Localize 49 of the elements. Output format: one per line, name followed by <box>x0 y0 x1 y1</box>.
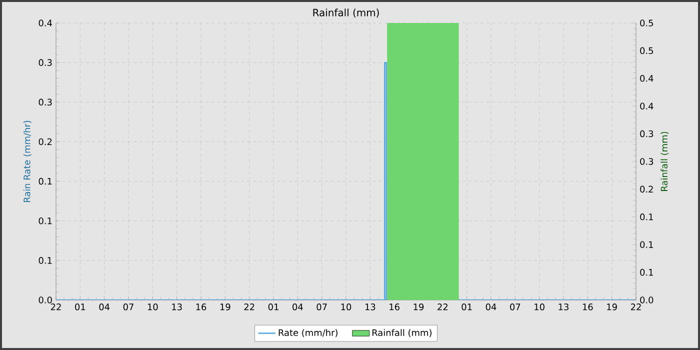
x-tick-label: 10 <box>341 304 352 310</box>
y2-tick-label: 0.2 <box>640 186 653 193</box>
y-tick-label: 0.1 <box>38 178 52 185</box>
x-tick-label: 13 <box>558 304 568 310</box>
x-tick-label: 22 <box>630 304 641 310</box>
x-tick-label: 13 <box>172 304 182 310</box>
x-tick-label: 04 <box>99 304 110 310</box>
y2-tick-label: 0.5 <box>640 47 653 54</box>
y-tick-label: 0.3 <box>38 98 52 106</box>
x-tick-label: 01 <box>268 304 278 310</box>
y2-tick-label: 0.1 <box>640 268 653 276</box>
chart-title: Rainfall (mm) <box>313 8 379 18</box>
y-tick-label: 0.2 <box>38 138 52 146</box>
y2-tick-label: 0.4 <box>640 75 654 82</box>
y-tick-label: 0.0 <box>38 296 52 304</box>
x-tick-label: 22 <box>438 304 448 310</box>
x-tick-label: 01 <box>75 304 86 310</box>
y-tick-label: 0.3 <box>38 59 52 66</box>
y-tick-label: 0.1 <box>38 217 52 224</box>
x-tick-label: 01 <box>462 304 472 310</box>
x-tick-label: 07 <box>123 304 134 310</box>
y-axis-title: Rain Rate (mm/hr) <box>23 120 32 202</box>
y2-tick-label: 0.5 <box>640 20 653 26</box>
y-tick-label: 0.4 <box>38 20 52 26</box>
x-tick-label: 10 <box>148 304 158 310</box>
y2-tick-label: 0.4 <box>640 102 654 110</box>
x-tick-label: 13 <box>365 304 376 310</box>
x-tick-label: 16 <box>390 304 400 310</box>
x-tick-label: 04 <box>486 304 496 310</box>
y2-tick-label: 0.1 <box>640 241 653 248</box>
x-tick-label: 22 <box>244 304 254 310</box>
x-tick-label: 10 <box>534 304 544 310</box>
x-tick-label: 04 <box>292 304 303 310</box>
x-tick-label: 07 <box>316 304 327 310</box>
x-tick-label: 19 <box>414 304 424 310</box>
y-tick-label: 0.1 <box>38 257 52 264</box>
x-tick-label: 19 <box>607 304 617 310</box>
x-tick-label: 16 <box>196 304 206 310</box>
legend-label: Rainfall (mm) <box>372 329 432 338</box>
legend-label: Rate (mm/hr) <box>278 329 338 338</box>
y2-tick-label: 0.1 <box>640 214 653 220</box>
y2-tick-label: 0.3 <box>640 130 654 138</box>
y2-tick-label: 0.3 <box>640 158 654 165</box>
y2-axis-title: Rainfall (mm) <box>660 132 669 191</box>
x-tick-label: 07 <box>510 304 520 310</box>
x-tick-label: 19 <box>220 304 230 310</box>
x-tick-label: 22 <box>50 304 61 310</box>
y2-tick-label: 0.0 <box>640 296 654 304</box>
x-tick-label: 16 <box>582 304 593 310</box>
